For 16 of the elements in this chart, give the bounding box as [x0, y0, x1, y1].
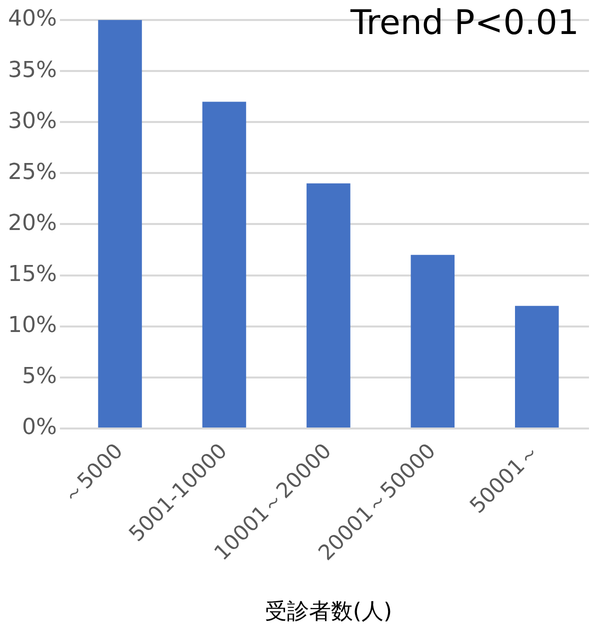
annotation: Trend P<0.01 [349, 2, 579, 43]
x-axis-title: 受診者数(人) [264, 600, 392, 625]
y-tick-label: 40% [8, 6, 57, 32]
bar [515, 306, 559, 428]
y-tick-label: 0% [22, 415, 57, 440]
bar [410, 254, 455, 428]
y-tick-label: 25% [8, 160, 57, 185]
y-tick-label: 10% [8, 313, 57, 338]
bar [306, 183, 350, 428]
y-tick-label: 30% [8, 108, 57, 134]
y-tick-label: 20% [8, 210, 57, 236]
bar [98, 20, 142, 428]
y-tick-label: 35% [8, 58, 57, 83]
y-tick-label: 15% [8, 262, 57, 288]
y-tick-label: 5% [22, 364, 57, 390]
bar [202, 102, 246, 428]
